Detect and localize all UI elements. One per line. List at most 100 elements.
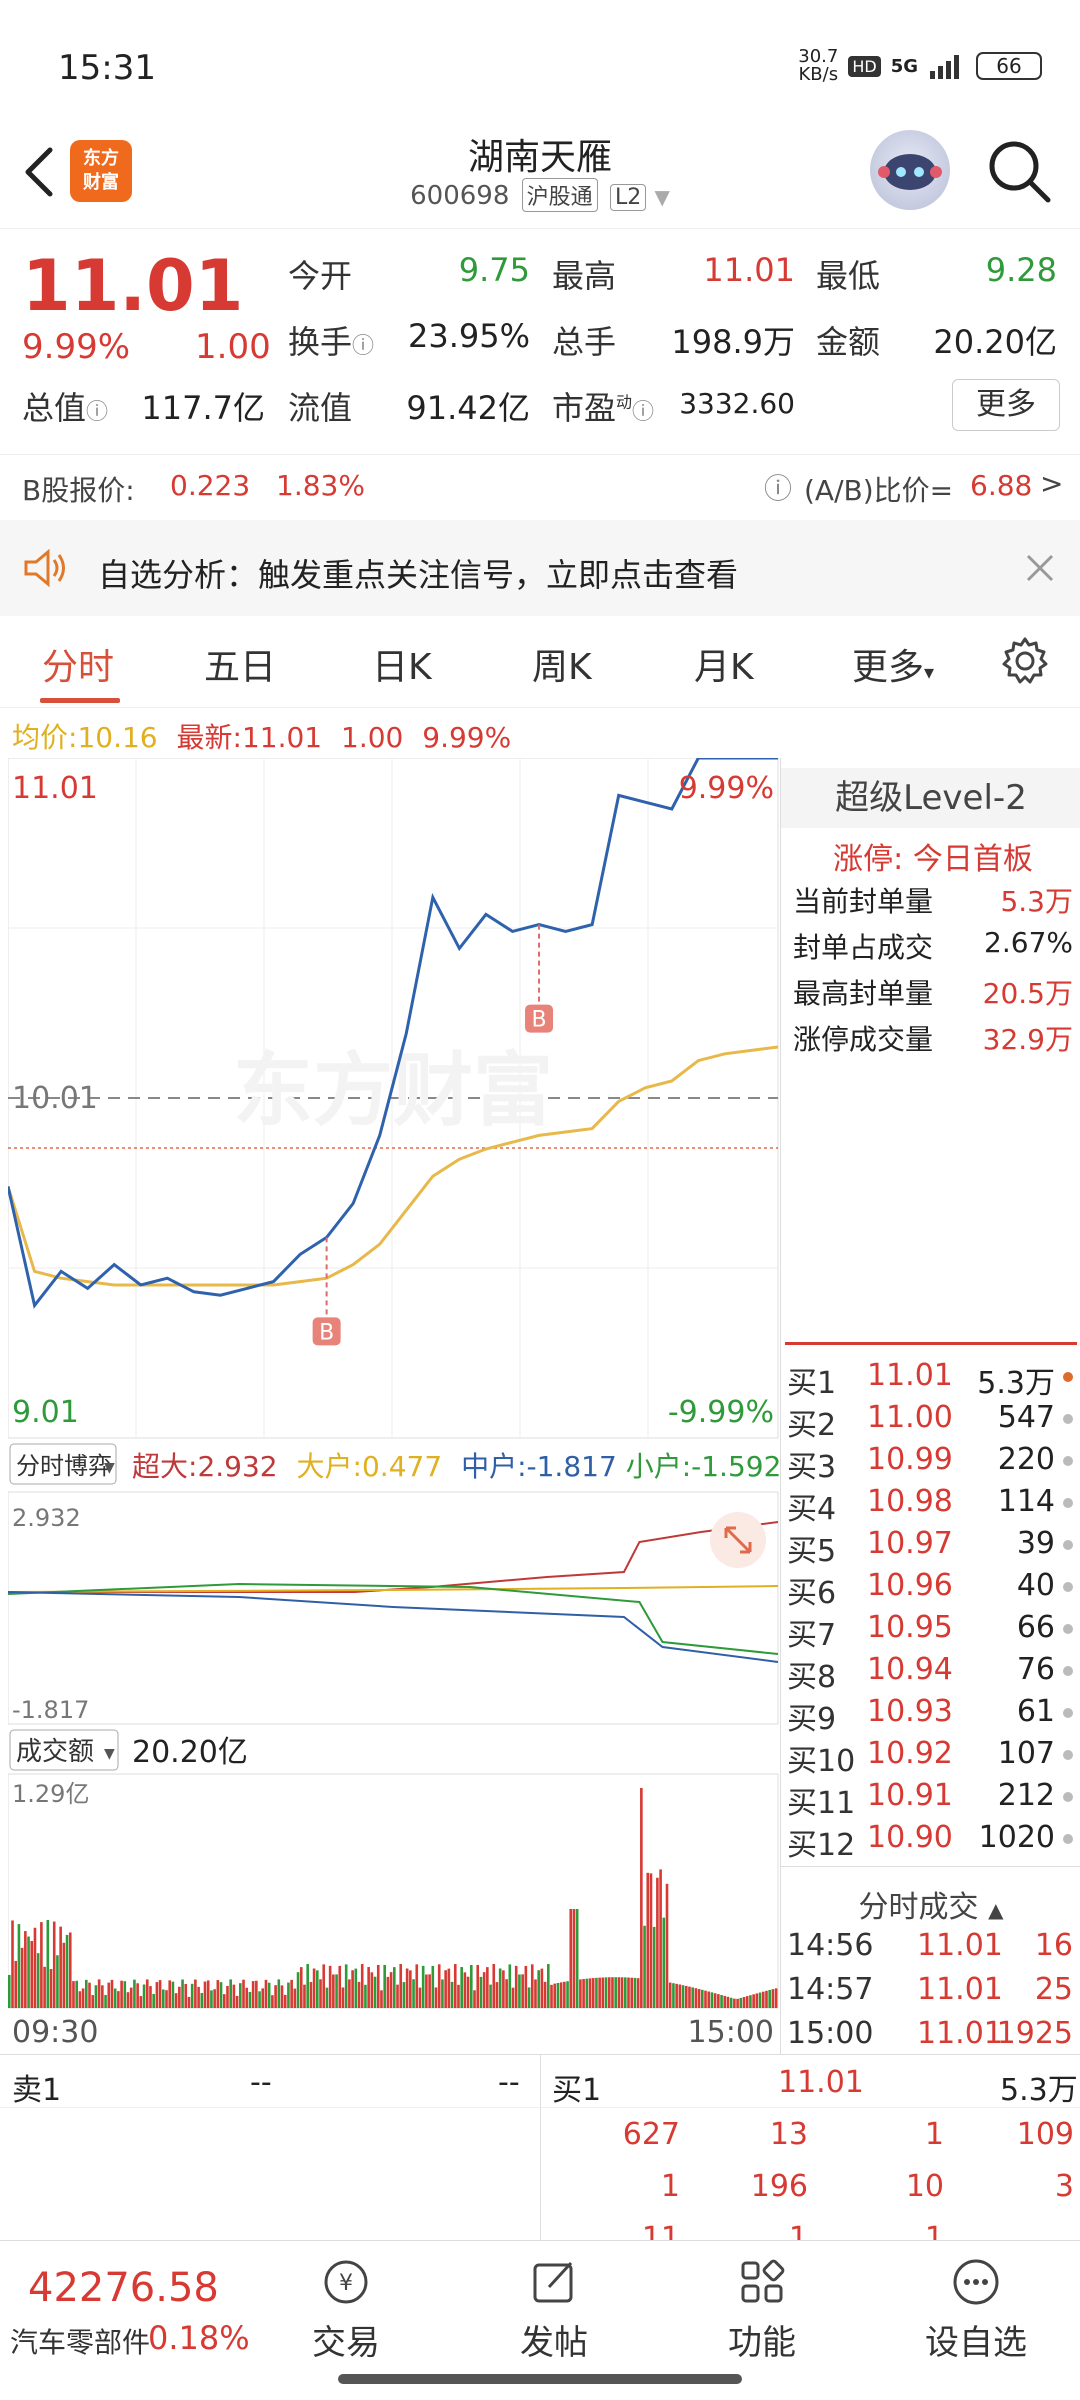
volume-bar [717,1994,720,2008]
volume-bar [226,1985,229,2008]
low-value: 9.28 [985,251,1057,289]
b-share-row[interactable]: B股报价: 0.223 1.83% ⓘ (A/B)比价= 6.88 > [0,454,1080,516]
nav-post[interactable]: 发帖 [484,2255,624,2364]
open-label: 今开 [288,257,353,295]
stat-row: 当前封单量 5.3万 [793,885,1073,918]
volume-bar [579,1979,582,2008]
volume-bar [729,1997,733,2008]
level2-title[interactable]: 超级Level-2 [781,768,1080,828]
volume-bar [720,1995,723,2008]
volume-bar [758,1992,762,2008]
volume-bar [210,1990,213,2008]
volume-bar [476,1964,480,2008]
volume-bars [8,1788,778,2008]
volume-bar [24,1931,27,2008]
back-icon[interactable] [14,140,70,204]
tab-five-day[interactable]: 五日 [204,647,277,688]
intraday-chart[interactable]: 东方财富 BB 11.01 10.01 9.01 9.99% -9.99% 分时… [8,758,780,2054]
tab-daily-k[interactable]: 日K [372,647,432,688]
banner-text: 自选分析：触发重点关注信号，立即点击查看 [98,556,739,594]
home-indicator[interactable] [338,2374,742,2384]
latest-pct: 9.99% [422,721,512,754]
volume-bar [267,1982,271,2008]
buy-marker[interactable] [525,1004,554,1033]
volume-bar [617,1977,621,2008]
high-label: 最高 [552,257,617,295]
pe-label: 市盈动ⓘ [552,389,655,427]
volume-bar [380,1990,383,2008]
tab-intraday[interactable]: 分时 [42,647,115,688]
volume-bar [370,1972,374,2008]
volume-bar [235,1995,239,2008]
info-icon[interactable]: ⓘ [632,400,655,425]
more-button[interactable]: 更多 [952,379,1060,431]
volume-bar [142,1984,146,2008]
analysis-banner[interactable]: 自选分析：触发重点关注信号，立即点击查看 [0,520,1080,616]
bid-dot [1063,1498,1073,1508]
bid-row: 买2 11.00 547 [787,1400,1077,1443]
amount-value: 20.20亿 [933,323,1057,361]
b-share-label: B股报价: [22,474,135,507]
volume-bar [303,1984,306,2008]
info-icon[interactable]: ⓘ [352,334,375,359]
nav-add-watchlist[interactable]: 设自选 [906,2255,1046,2364]
tab-more[interactable]: 更多▾ [852,647,935,688]
volume-bar [598,1977,601,2008]
close-icon[interactable] [1024,552,1056,584]
flow-selector[interactable] [9,1443,117,1485]
volume-bar [248,1992,252,2008]
index-ticker[interactable]: 42276.58 汽车零部件 0.18% [0,2241,250,2359]
volume-bar [203,1981,207,2008]
avg-value: 10.16 [77,721,158,754]
bid-row: 买5 10.97 39 [787,1526,1077,1569]
assistant-robot-icon[interactable] [870,130,950,210]
avg-price-line [8,1045,779,1287]
axis-bottom-pct: -9.99% [668,1395,774,1430]
buy-marker[interactable] [312,1317,341,1346]
gear-icon[interactable] [1000,636,1050,686]
volume-bar [280,1985,284,2008]
nav-functions[interactable]: 功能 [692,2255,832,2364]
stock-subtitle[interactable]: 600698 沪股通 L2 ▼ [0,178,1080,212]
b-share-price: 0.223 [170,469,251,502]
stat-row: 涨停成交量 32.9万 [793,1023,1073,1056]
volume-bar [219,1982,223,2008]
bid-price: 10.92 [867,1736,953,1771]
bid-price: 10.94 [867,1652,953,1687]
battery-icon: 66 [976,52,1042,80]
ask1-label: 卖1 [12,2073,62,2108]
tab-monthly-k[interactable]: 月K [694,647,754,688]
volume-bar [62,1942,66,2008]
volume-bar [457,1984,460,2008]
bid-price: 11.01 [867,1358,953,1393]
buy-marker-label: B [319,1320,334,1345]
trade-price: 11.01 [917,1928,1003,1963]
volume-bar [527,1987,531,2008]
volume-selector-label: 成交额 [16,1737,94,1767]
volume-selector[interactable] [9,1729,119,1771]
volume-bar [624,1977,627,2008]
volume-bar [591,1978,595,2008]
dropdown-icon[interactable]: ▼ [654,185,670,209]
volume-bar [701,1989,704,2008]
queue-cell: 10 [905,2169,944,2204]
volume-bar [184,1983,188,2008]
queue-cell: 13 [769,2117,808,2152]
volume-bar [563,1981,566,2008]
volume-bar [27,1936,30,2008]
quote-panel: 11.01 9.99% 1.00 今开 9.75 最高 11.01 最低 9.2… [0,228,1080,454]
trades-title[interactable]: 分时成交 ▲ [858,1890,1004,1925]
volume-bar [17,1924,21,2008]
nav-trade[interactable]: ¥ 交易 [276,2255,416,2364]
tab-weekly-k[interactable]: 周K [532,647,592,688]
volume-bar [78,1991,82,2008]
volume-label: 总手 [552,323,617,361]
volume-bar [697,1988,701,2008]
volume-bar [636,1978,640,2008]
volume-bar [537,1970,540,2008]
help-icon[interactable]: ⓘ [764,472,793,505]
info-icon[interactable]: ⓘ [86,400,109,425]
search-icon[interactable] [984,136,1054,206]
bid-label: 买10 [787,1744,856,1779]
volume-bar [242,1979,245,2008]
